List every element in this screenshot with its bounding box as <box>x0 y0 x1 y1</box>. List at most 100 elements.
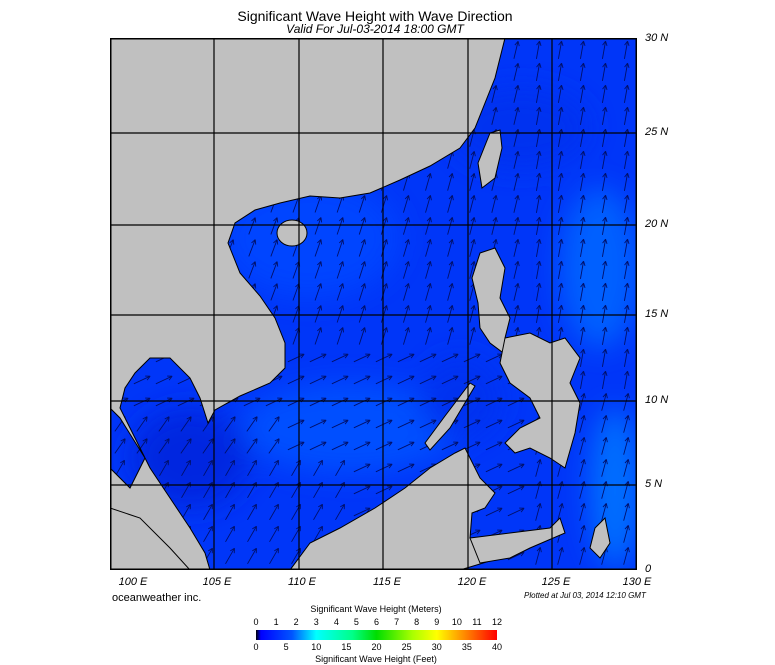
meters-tick: 5 <box>353 617 359 627</box>
wave-direction-arrow <box>180 438 192 454</box>
wave-direction-arrow <box>403 305 410 323</box>
lat-label-0: 0 <box>645 563 652 575</box>
wave-direction-arrow <box>579 525 586 543</box>
wave-direction-arrow <box>419 375 437 385</box>
lon-label-130e: 130 E <box>622 576 652 588</box>
meters-tick: 1 <box>273 617 279 627</box>
wave-direction-arrow <box>136 416 148 432</box>
meters-tick: 6 <box>373 617 379 627</box>
wave-direction-arrow <box>579 304 586 323</box>
wave-direction-arrow <box>268 438 280 454</box>
wave-direction-arrow <box>447 239 454 257</box>
wave-direction-arrow <box>601 326 608 345</box>
sumatra-island <box>110 507 191 570</box>
wave-direction-arrow <box>557 216 564 235</box>
wave-direction-arrow <box>491 194 498 213</box>
wave-direction-arrow <box>623 282 630 301</box>
wave-direction-arrow <box>247 525 257 543</box>
wave-direction-arrow <box>375 419 393 429</box>
lon-label-100e: 100 E <box>118 576 148 588</box>
wave-direction-arrow <box>114 438 126 454</box>
meters-tick: 10 <box>451 617 462 627</box>
feet-tick: 15 <box>341 642 352 652</box>
wave-direction-arrow <box>579 459 586 477</box>
wave-direction-arrow <box>246 438 258 454</box>
wave-direction-arrow <box>287 419 305 429</box>
wave-direction-arrow <box>623 437 630 455</box>
wave-direction-arrow <box>579 415 586 433</box>
wave-direction-arrow <box>601 393 608 411</box>
wave-direction-arrow <box>623 525 630 543</box>
wave-direction-arrow <box>623 370 630 389</box>
wave-direction-arrow <box>601 106 608 125</box>
wave-direction-arrow <box>469 172 476 191</box>
wave-direction-arrow <box>202 438 214 454</box>
wave-direction-arrow <box>623 238 630 257</box>
wave-direction-arrow <box>579 194 586 213</box>
wave-direction-arrow <box>270 239 279 257</box>
wave-direction-arrow <box>375 485 393 495</box>
wave-direction-arrow <box>557 150 564 169</box>
wave-direction-arrow <box>336 239 345 257</box>
wave-direction-arrow <box>358 195 366 213</box>
wave-direction-arrow <box>463 441 481 451</box>
wave-direction-arrow <box>403 283 410 301</box>
wave-direction-arrow <box>397 463 415 473</box>
wave-direction-arrow <box>507 419 525 429</box>
wave-direction-arrow <box>441 353 459 363</box>
wave-direction-arrow <box>469 260 476 279</box>
wave-direction-arrow <box>485 375 503 385</box>
wave-direction-arrow <box>535 304 542 323</box>
wave-direction-arrow <box>224 438 236 454</box>
wave-direction-arrow <box>513 172 520 191</box>
wave-direction-arrow <box>485 419 503 429</box>
wave-direction-arrow <box>557 304 564 323</box>
wave-direction-arrow <box>579 503 586 521</box>
wave-direction-arrow <box>601 282 608 301</box>
lat-label-10n: 10 N <box>645 394 669 406</box>
wave-direction-arrow <box>535 172 542 191</box>
wave-direction-arrow <box>623 194 630 213</box>
wave-direction-arrow <box>491 106 498 125</box>
wave-direction-arrow <box>469 194 476 213</box>
wave-direction-arrow <box>513 194 520 213</box>
colorbar-meters-label: Significant Wave Height (Meters) <box>310 604 442 614</box>
wave-direction-arrow <box>336 283 345 301</box>
wave-direction-arrow <box>535 503 542 521</box>
feet-tick: 20 <box>371 642 382 652</box>
lon-label-120e: 120 E <box>457 576 487 588</box>
feet-tick: 5 <box>283 642 289 652</box>
wave-direction-arrow <box>535 282 542 301</box>
wave-direction-arrow <box>513 106 520 125</box>
wave-direction-arrow <box>270 217 279 235</box>
wave-direction-arrow <box>491 84 498 103</box>
wave-direction-arrow <box>287 441 305 451</box>
wave-direction-arrow <box>579 348 586 367</box>
lon-label-125e: 125 E <box>541 576 571 588</box>
wave-direction-arrow <box>248 217 257 235</box>
wave-direction-arrow <box>247 459 257 477</box>
meters-tick: 4 <box>333 617 339 627</box>
wave-direction-arrow <box>535 459 542 477</box>
wave-height-map <box>110 38 637 570</box>
wave-direction-arrow <box>403 239 410 257</box>
wave-direction-arrow <box>601 348 608 367</box>
wave-direction-arrow <box>557 40 564 59</box>
wave-direction-arrow <box>403 327 410 345</box>
wave-direction-arrow <box>557 238 564 257</box>
wave-direction-arrow <box>535 547 542 565</box>
wave-direction-arrow <box>180 416 192 432</box>
meters-tick: 9 <box>434 617 440 627</box>
wave-direction-arrow <box>159 459 169 477</box>
wave-direction-arrow <box>225 459 235 477</box>
wave-direction-arrow <box>314 327 323 345</box>
wave-direction-arrow <box>375 353 393 363</box>
wave-direction-arrow <box>425 327 432 345</box>
wave-direction-arrow <box>535 40 542 59</box>
wave-direction-arrow <box>331 419 349 429</box>
meters-tick: 3 <box>313 617 319 627</box>
wave-direction-arrow <box>507 485 525 495</box>
wave-direction-arrow <box>557 547 564 565</box>
wave-direction-arrow <box>380 327 388 345</box>
wave-direction-arrow <box>579 172 586 191</box>
